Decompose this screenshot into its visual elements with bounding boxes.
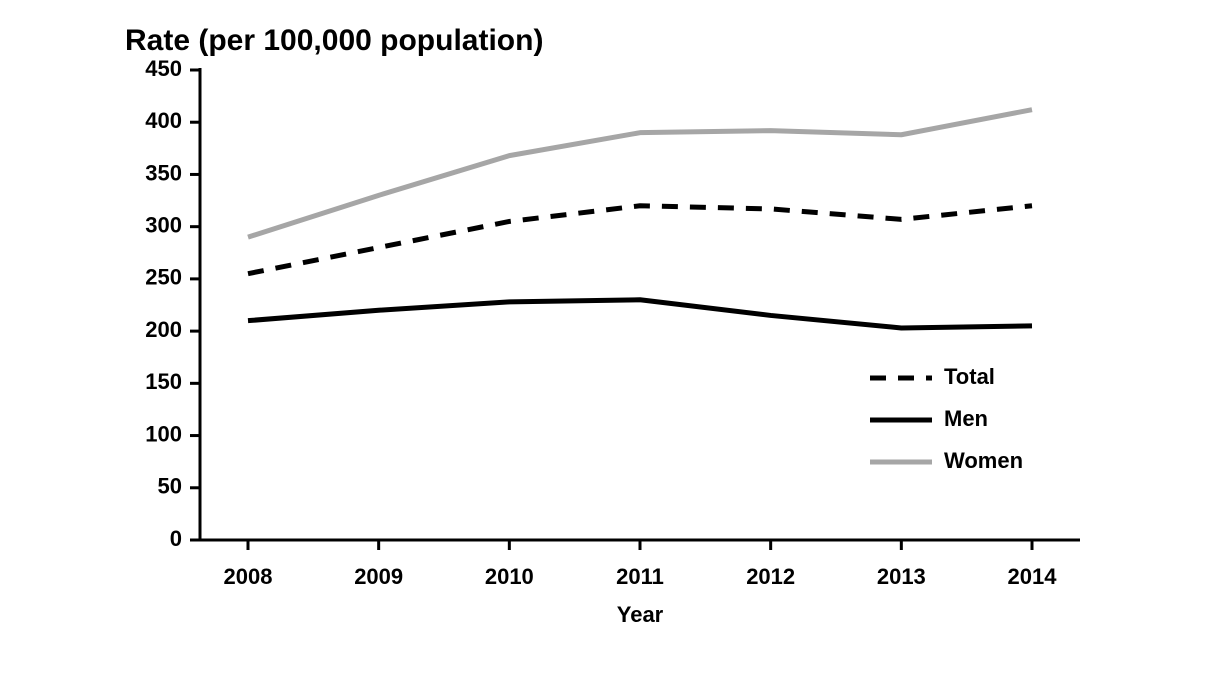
y-tick-label: 400	[145, 108, 182, 133]
y-tick-label: 300	[145, 212, 182, 237]
x-tick-label: 2010	[485, 564, 534, 589]
legend-label-total: Total	[944, 364, 995, 389]
x-tick-label: 2013	[877, 564, 926, 589]
x-axis-title: Year	[617, 602, 664, 627]
y-tick-label: 200	[145, 317, 182, 342]
chart-svg: Rate (per 100,000 population) 0 50 100 150 20…	[0, 0, 1205, 690]
x-tick-label: 2011	[616, 564, 664, 589]
y-tick-label: 450	[145, 56, 182, 81]
chart-title: Rate (per 100,000 population)	[125, 24, 543, 57]
y-tick-label: 100	[145, 421, 182, 446]
x-tick-label: 2009	[354, 564, 403, 589]
legend-label-men: Men	[944, 406, 988, 431]
x-tick-label: 2012	[746, 564, 795, 589]
y-tick-label: 150	[145, 369, 182, 394]
x-tick-label: 2008	[224, 564, 273, 589]
legend-label-women: Women	[944, 448, 1023, 473]
rate-line-chart: Rate (per 100,000 population) 0 50 100 150 20…	[0, 0, 1205, 690]
y-tick-label: 50	[158, 474, 182, 499]
y-tick-label: 250	[145, 265, 182, 290]
y-tick-label: 0	[170, 526, 182, 551]
y-tick-label: 350	[145, 160, 182, 185]
x-tick-label: 2014	[1008, 564, 1058, 589]
